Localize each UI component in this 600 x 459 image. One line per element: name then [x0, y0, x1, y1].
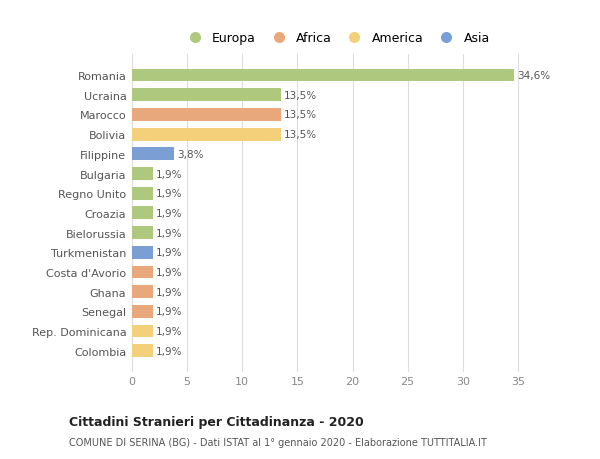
Text: 1,9%: 1,9% [156, 169, 183, 179]
Text: 13,5%: 13,5% [284, 110, 317, 120]
Text: 1,9%: 1,9% [156, 287, 183, 297]
Bar [132, 325, 153, 338]
Text: 1,9%: 1,9% [156, 208, 183, 218]
Bar [132, 129, 281, 141]
Text: 3,8%: 3,8% [177, 150, 204, 159]
Bar [132, 187, 153, 200]
Text: 1,9%: 1,9% [156, 268, 183, 277]
Bar [132, 109, 281, 122]
Bar [132, 227, 153, 240]
Text: 1,9%: 1,9% [156, 189, 183, 199]
Text: 13,5%: 13,5% [284, 90, 317, 101]
Text: 1,9%: 1,9% [156, 346, 183, 356]
Text: 1,9%: 1,9% [156, 248, 183, 258]
Bar [132, 285, 153, 298]
Bar [132, 89, 281, 102]
Text: 34,6%: 34,6% [517, 71, 550, 81]
Bar [132, 148, 174, 161]
Bar [132, 345, 153, 358]
Bar [132, 207, 153, 220]
Text: Cittadini Stranieri per Cittadinanza - 2020: Cittadini Stranieri per Cittadinanza - 2… [69, 415, 364, 428]
Legend: Europa, Africa, America, Asia: Europa, Africa, America, Asia [179, 30, 493, 48]
Text: 1,9%: 1,9% [156, 228, 183, 238]
Text: 13,5%: 13,5% [284, 130, 317, 140]
Bar [132, 246, 153, 259]
Text: COMUNE DI SERINA (BG) - Dati ISTAT al 1° gennaio 2020 - Elaborazione TUTTITALIA.: COMUNE DI SERINA (BG) - Dati ISTAT al 1°… [69, 437, 487, 447]
Text: 1,9%: 1,9% [156, 307, 183, 317]
Text: 1,9%: 1,9% [156, 326, 183, 336]
Bar [132, 305, 153, 318]
Bar [132, 168, 153, 180]
Bar [132, 69, 514, 82]
Bar [132, 266, 153, 279]
